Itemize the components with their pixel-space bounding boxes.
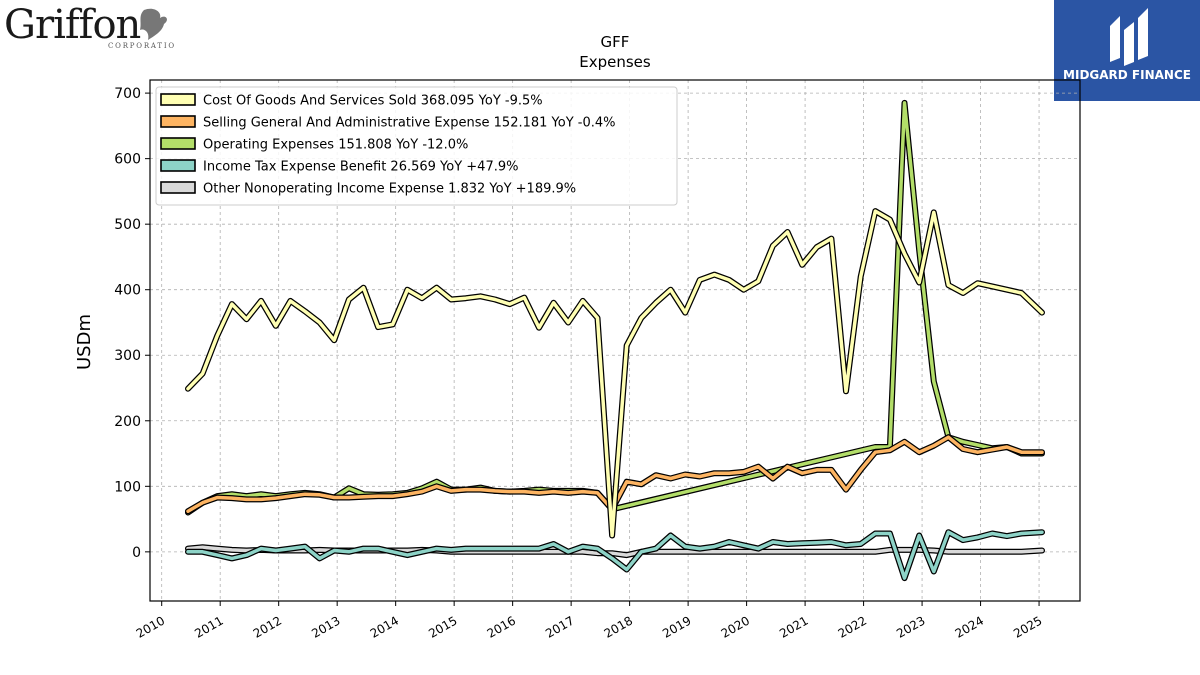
y-tick-label: 600 [114, 152, 141, 168]
chart-title: GFF [601, 33, 630, 51]
y-tick-label: 500 [114, 217, 141, 233]
x-tick-label: 2024 [953, 613, 986, 640]
x-tick-label: 2023 [894, 613, 927, 640]
griffin-emblem-icon [140, 8, 167, 40]
x-tick-label: 2016 [485, 613, 518, 640]
x-tick-label: 2022 [836, 613, 869, 640]
midgard-emblem-icon [1110, 8, 1148, 66]
y-tick-label: 700 [114, 86, 141, 102]
griffon-logo: Griffon CORPORATION [4, 4, 174, 50]
x-tick-label: 2019 [660, 613, 693, 640]
midgard-finance-text: MIDGARD FINANCE [1063, 68, 1191, 82]
series-stroke [186, 209, 1044, 538]
griffon-logo-subtext: CORPORATION [108, 42, 174, 50]
y-axis-label: USDm [74, 314, 95, 370]
y-tick-label: 200 [114, 414, 141, 430]
x-tick-label: 2017 [543, 613, 576, 640]
legend: Cost Of Goods And Services Sold 368.095 … [155, 86, 678, 206]
midgard-finance-logo: MIDGARD FINANCE [1054, 0, 1200, 101]
x-tick-label: 2018 [602, 613, 635, 640]
legend-swatch [160, 137, 196, 150]
legend-box [155, 86, 678, 206]
legend-swatch [160, 181, 196, 194]
series-line-1 [185, 208, 1045, 539]
legend-entry: Cost Of Goods And Services Sold 368.095 … [203, 94, 543, 109]
x-tick-label: 2020 [719, 613, 752, 640]
plot-frame [149, 79, 1081, 602]
x-tick-label: 2012 [251, 613, 284, 640]
legend-entry: Operating Expenses 151.808 YoY -12.0% [203, 138, 468, 153]
series-layer [185, 99, 1045, 582]
legend-entry: Other Nonoperating Income Expense 1.832 … [203, 182, 576, 197]
y-tick-label: 100 [114, 479, 141, 495]
y-tick-label: 400 [114, 283, 141, 299]
legend-swatch [160, 159, 196, 172]
chart-subtitle: Expenses [579, 53, 651, 71]
legend-entry: Income Tax Expense Benefit 26.569 YoY +4… [203, 160, 518, 175]
y-tick-label: 0 [132, 545, 141, 561]
x-tick-label: 2011 [192, 613, 225, 640]
series-line-4 [185, 529, 1045, 582]
legend-swatch [160, 93, 196, 106]
legend-swatch [160, 115, 196, 128]
x-tick-label: 2014 [368, 613, 401, 640]
griffon-logo-text: Griffon [4, 4, 141, 48]
series-stroke [186, 530, 1044, 580]
x-tick-label: 2010 [134, 613, 167, 640]
x-tick-label: 2025 [1011, 613, 1044, 640]
x-tick-label: 2021 [777, 613, 810, 640]
x-tick-label: 2013 [309, 613, 342, 640]
x-tick-label: 2015 [426, 613, 459, 640]
y-tick-label: 300 [114, 348, 141, 364]
legend-entry: Selling General And Administrative Expen… [203, 116, 616, 131]
